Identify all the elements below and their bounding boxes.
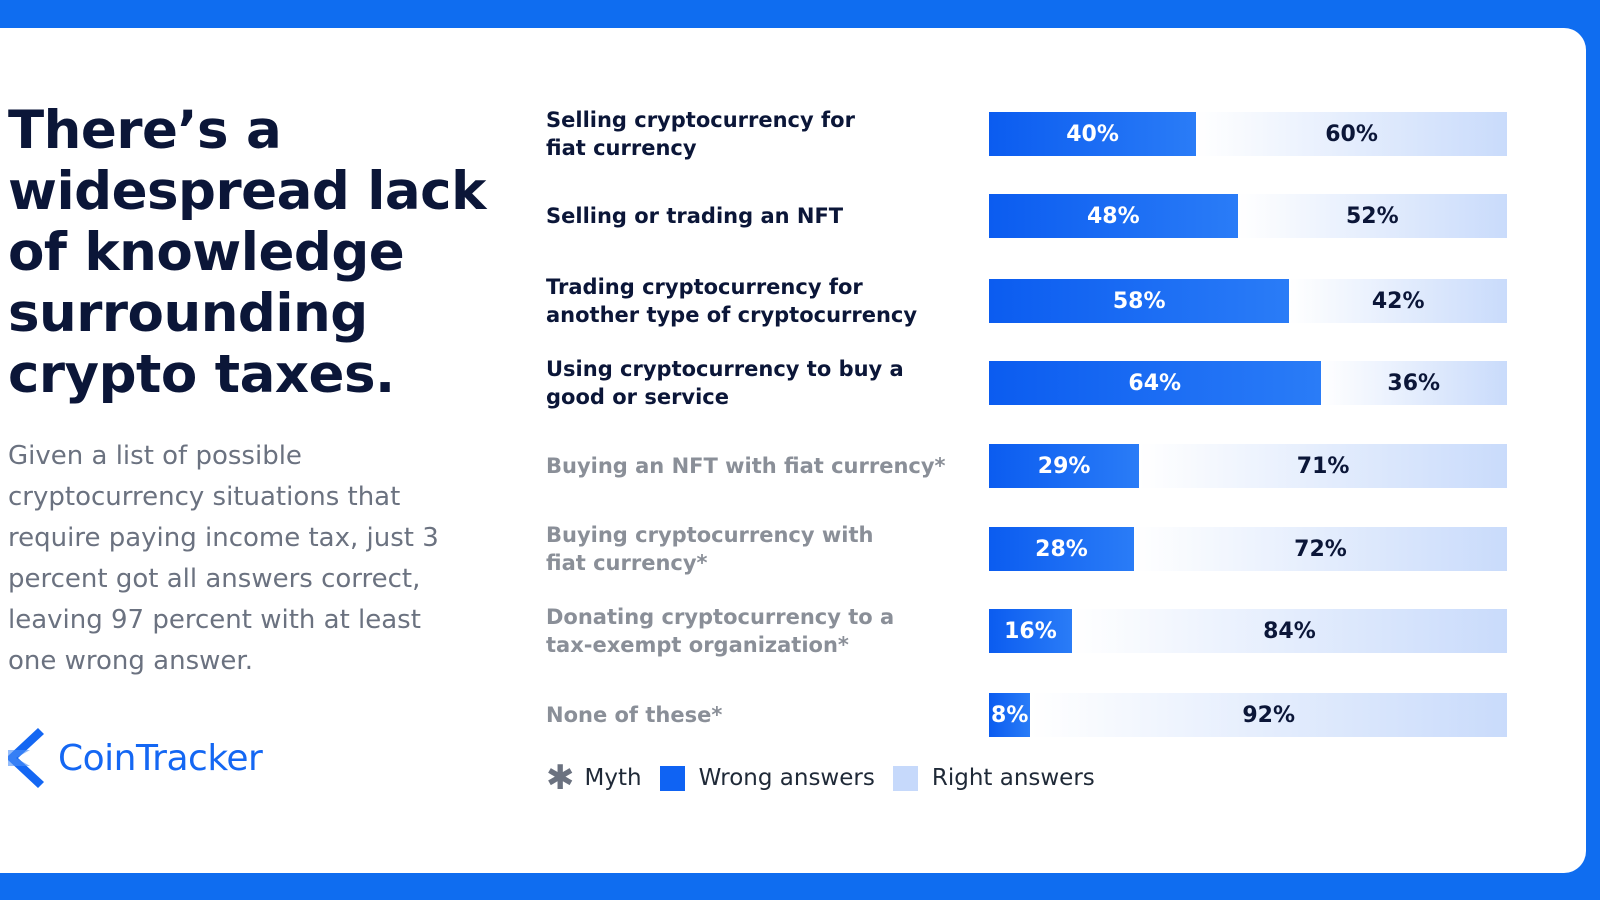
bar-row: 28% 72% xyxy=(989,527,1507,571)
bar-right-answers: 36% xyxy=(1320,361,1507,405)
bar-row: 29% 71% xyxy=(989,444,1507,488)
legend-item-myth: ✱ Myth xyxy=(546,757,642,798)
bar-wrong-answers: 8% xyxy=(989,693,1031,737)
bar-row: 8% 92% xyxy=(989,693,1507,737)
bar-wrong-answers: 48% xyxy=(989,194,1238,238)
page-title: There’s a widespread lack of knowledge s… xyxy=(8,100,486,405)
bar-row: 58% 42% xyxy=(989,279,1507,323)
row-label: Selling cryptocurrency for fiat currency xyxy=(546,108,855,160)
row-label: Buying an NFT with fiat currency* xyxy=(546,454,946,478)
bar-row: 64% 36% xyxy=(989,361,1507,405)
row-label: Donating cryptocurrency to a tax-exempt … xyxy=(546,605,895,657)
bar-right-answers: 72% xyxy=(1134,527,1507,571)
chart-legend: ✱ Myth Wrong answers Right answers xyxy=(546,757,1113,798)
row-label: Buying cryptocurrency with fiat currency… xyxy=(546,523,874,575)
legend-item-wrong: Wrong answers xyxy=(659,765,875,791)
bar-row: 48% 52% xyxy=(989,194,1507,238)
bar-wrong-answers: 40% xyxy=(989,112,1197,156)
stacked-bar-chart: ✱ Myth Wrong answers Right answers Selli… xyxy=(546,0,1546,900)
cointracker-logo-icon xyxy=(8,728,44,788)
bar-row: 40% 60% xyxy=(989,112,1507,156)
bar-right-answers: 84% xyxy=(1071,609,1507,653)
bar-right-answers: 92% xyxy=(1030,693,1507,737)
legend-label-myth: Myth xyxy=(584,765,642,791)
bar-wrong-answers: 28% xyxy=(989,527,1135,571)
row-label: Selling or trading an NFT xyxy=(546,204,844,228)
row-label: Trading cryptocurrency for another type … xyxy=(546,275,918,327)
bar-right-answers: 52% xyxy=(1237,194,1507,238)
row-label: Using cryptocurrency to buy a good or se… xyxy=(546,357,904,409)
bar-right-answers: 71% xyxy=(1139,444,1507,488)
legend-label-right: Right answers xyxy=(931,765,1095,791)
asterisk-icon: ✱ xyxy=(546,757,575,798)
bar-wrong-answers: 16% xyxy=(989,609,1072,653)
bar-wrong-answers: 29% xyxy=(989,444,1140,488)
bar-right-answers: 42% xyxy=(1289,279,1507,323)
legend-item-right: Right answers xyxy=(892,765,1095,791)
legend-swatch-right xyxy=(892,765,918,791)
description-text: Given a list of possible cryptocurrency … xyxy=(8,441,439,676)
row-label: None of these* xyxy=(546,703,723,727)
bar-right-answers: 60% xyxy=(1196,112,1507,156)
bar-wrong-answers: 64% xyxy=(989,361,1321,405)
legend-label-wrong: Wrong answers xyxy=(698,765,875,791)
brand-logo[interactable]: CoinTracker xyxy=(8,728,263,788)
logo-text: CoinTracker xyxy=(58,737,263,779)
bar-wrong-answers: 58% xyxy=(989,279,1290,323)
legend-swatch-wrong xyxy=(659,765,685,791)
bar-row: 16% 84% xyxy=(989,609,1507,653)
